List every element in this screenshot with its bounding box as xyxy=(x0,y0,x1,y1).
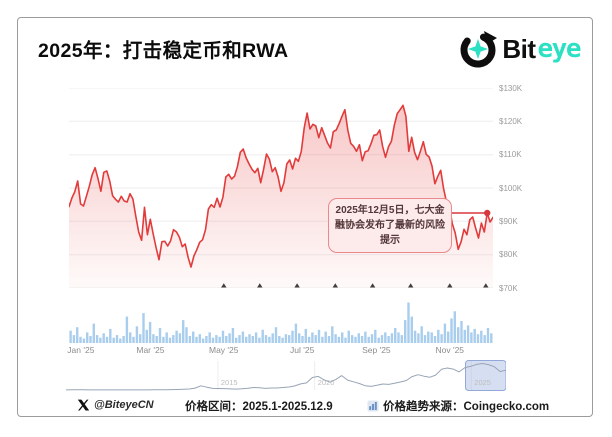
x-tick-label: Nov '25 xyxy=(435,345,465,355)
mini-year-label: 2015 xyxy=(221,378,238,387)
annotation-dot xyxy=(484,209,491,217)
price-source-label: 价格趋势来源：Coingecko.com xyxy=(383,401,550,413)
annotation-box: 2025年12月5日，七大金融协会发布了最新的风险提示 xyxy=(328,198,452,253)
chart-card: 2025年：打击稳定币和RWA Bit eye $130K $120K $110K $1… xyxy=(17,17,593,417)
x-tick-label: Mar '25 xyxy=(136,345,165,355)
y-tick-label: $110K xyxy=(499,150,522,160)
bar-chart-icon xyxy=(367,400,379,412)
price-source: 价格趋势来源：Coingecko.com xyxy=(367,398,549,414)
y-tick-label: $100K xyxy=(499,183,523,193)
mini-year-label: 2020 xyxy=(318,378,335,387)
twitter-handle-label: @BiteyeCN xyxy=(94,398,154,411)
y-tick-label: $120K xyxy=(499,116,523,126)
price-range-label: 价格区间：2025.1-2025.12.9 xyxy=(185,401,333,413)
y-tick-label: $70K xyxy=(499,283,518,293)
x-tick-label: Sep '25 xyxy=(362,345,391,355)
biteye-logo: Bit eye xyxy=(458,28,582,70)
price-chart xyxy=(69,88,493,288)
volume-bars xyxy=(69,302,493,343)
mini-year-label: 2025 xyxy=(474,378,491,387)
twitter-handle[interactable]: @BiteyeCN xyxy=(77,398,154,411)
mini-overview-chart: 2015 2020 2025 xyxy=(66,359,506,393)
x-logo-icon xyxy=(77,398,90,411)
price-line xyxy=(69,104,493,268)
x-axis: Jan '25 Mar '25 May '25 Jul '25 Sep '25 Nov '… xyxy=(67,345,493,357)
logo-text-eye: eye xyxy=(537,34,582,64)
footer: @BiteyeCN 价格区间：2025.1-2025.12.9 价格趋势来源：C… xyxy=(18,398,594,416)
mini-price-line xyxy=(66,363,506,391)
y-tick-label: $130K xyxy=(499,83,523,93)
y-axis: $130K $120K $110K $100K $90K $80K $70K xyxy=(499,84,541,293)
y-tick-label: $90K xyxy=(499,216,518,226)
volume-chart xyxy=(69,301,493,343)
event-markers xyxy=(221,283,489,288)
price-range: 价格区间：2025.1-2025.12.9 xyxy=(185,398,333,414)
x-tick-label: Jan '25 xyxy=(67,345,95,355)
y-tick-label: $80K xyxy=(499,250,518,260)
biteye-logo-icon xyxy=(458,28,500,70)
page-title: 2025年：打击稳定币和RWA xyxy=(38,40,289,62)
x-tick-label: May '25 xyxy=(209,345,239,355)
logo-text-bit: Bit xyxy=(502,34,536,64)
x-tick-label: Jul '25 xyxy=(290,345,315,355)
price-area xyxy=(69,105,493,288)
